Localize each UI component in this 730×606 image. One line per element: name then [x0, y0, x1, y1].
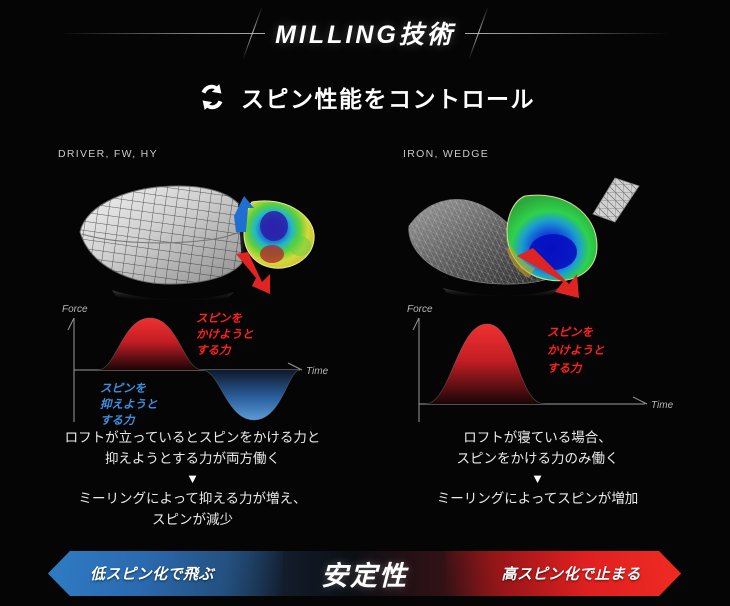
subtitle-row: スピン性能をコントロール [0, 80, 730, 114]
header-divider-left [60, 33, 265, 34]
low-spin-label: 低スピン化で飛ぶ [90, 566, 215, 583]
page-header: MILLING技術 [0, 0, 730, 66]
high-spin-arrow [446, 551, 681, 596]
column-driver: DRIVER, FW, HY [20, 140, 365, 540]
y-axis-label: Force [407, 304, 433, 315]
caption-line-3: ミーリングによって抑える力が増え、 [78, 491, 307, 507]
series-positive-fill [98, 318, 202, 370]
svg-text:する力: する力 [196, 344, 232, 357]
spin-scale-bar: 低スピン化で飛ぶ 安定性 高スピン化で止まる [48, 551, 681, 596]
annotation-spin-apply: スピンを かけようと する力 [196, 312, 254, 357]
chart-iron-force-curve: Force Time スピンを かけようと する力 [395, 300, 695, 430]
svg-text:スピンを: スピンを [547, 326, 593, 339]
svg-text:かけようと: かけようと [547, 344, 605, 357]
caption-line-2: スピンをかける力のみ働く [456, 450, 619, 466]
blue-up-arrow [234, 196, 254, 232]
subtitle-text: スピン性能をコントロール [241, 86, 535, 112]
deformed-golf-ball-heatmap [243, 200, 315, 269]
caption-arrow-icon: ▼ [531, 470, 544, 486]
low-spin-arrow [48, 551, 283, 596]
annotation-spin-suppress: スピンを 抑えようと する力 [100, 382, 158, 427]
driver-head-mesh [79, 185, 245, 285]
caption-iron: ロフトが寝ている場合、 スピンをかける力のみ働く ▼ ミーリングによってスピンが… [365, 428, 710, 510]
iron-render-image [383, 160, 693, 300]
caption-line-1: ロフトが立っているとスピンをかける力と [64, 430, 321, 445]
header-divider-right [465, 33, 670, 34]
svg-text:する力: する力 [547, 362, 583, 375]
x-axis-label: Time [651, 400, 674, 411]
driver-render-image [38, 160, 348, 303]
series-negative-fill [202, 370, 300, 420]
column-label-driver: DRIVER, FW, HY [58, 148, 158, 160]
rotate-cycle-icon [195, 80, 229, 114]
caption-driver: ロフトが立っているとスピンをかける力と 抑えようとする力が両方働く ▼ ミーリン… [20, 428, 365, 531]
annotation-spin-apply: スピンを かけようと する力 [547, 326, 605, 375]
column-iron: IRON, WEDGE [365, 140, 710, 540]
caption-line-1: ロフトが寝ている場合、 [463, 430, 612, 445]
caption-line-3: ミーリングによってスピンが増加 [436, 491, 639, 507]
y-axis [67, 317, 75, 422]
x-axis-label: Time [306, 366, 329, 377]
chart-driver-force-curve: Force Time スピンを かけようと する力 [50, 300, 350, 430]
caption-line-4: スピンが減少 [152, 512, 233, 528]
high-spin-label: 高スピン化で止まる [501, 566, 641, 583]
svg-text:抑えようと: 抑えようと [100, 398, 158, 411]
y-axis [412, 317, 420, 422]
stability-label: 安定性 [321, 561, 408, 591]
caption-arrow-icon: ▼ [186, 470, 199, 486]
svg-text:する力: する力 [100, 414, 136, 427]
y-axis-label: Force [62, 304, 88, 315]
hosel-mesh [592, 177, 640, 223]
caption-line-2: 抑えようとする力が両方働く [104, 450, 281, 466]
svg-text:かけようと: かけようと [196, 328, 254, 341]
svg-text:スピンを: スピンを [100, 382, 146, 395]
svg-text:スピンを: スピンを [196, 312, 242, 325]
page-title: MILLING技術 [275, 21, 455, 49]
red-down-arrow [236, 252, 270, 294]
series-positive-fill [425, 324, 545, 404]
column-label-iron: IRON, WEDGE [403, 148, 490, 160]
red-down-arrow [517, 248, 579, 298]
